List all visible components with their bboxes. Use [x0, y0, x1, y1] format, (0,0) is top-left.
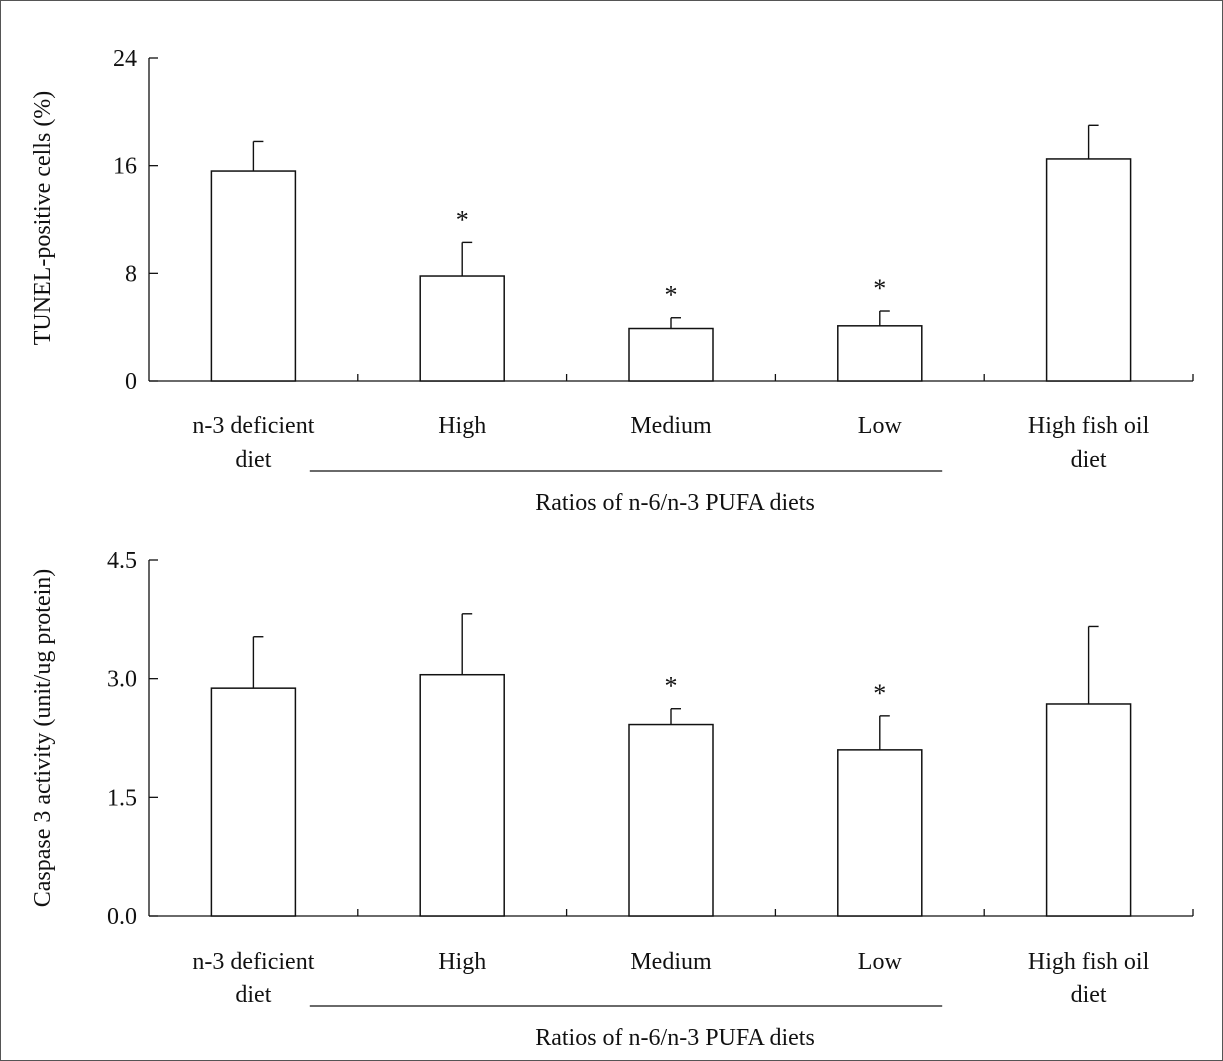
significance-marker: *	[456, 205, 469, 234]
x-category-label: n-3 deficient	[192, 949, 314, 975]
bar	[837, 325, 923, 382]
x-category-label: High fish oil	[1028, 413, 1150, 439]
x-category-label: diet	[1071, 447, 1107, 473]
y-tick-label: 24	[113, 46, 137, 72]
x-category-label: Low	[858, 949, 903, 975]
bar	[419, 275, 505, 382]
bar	[837, 749, 923, 917]
group-label: Ratios of n-6/n-3 PUFA diets	[535, 490, 815, 516]
x-category-label: Medium	[630, 413, 712, 439]
bar	[1045, 158, 1132, 382]
bar	[419, 673, 505, 917]
y-tick-label: 3.0	[107, 667, 137, 693]
tunel-chart: 0 8 16 24 TUNEL-positive cells (%) n-3 defici…	[30, 46, 1194, 516]
x-category-label: High	[438, 413, 486, 439]
bar	[210, 170, 297, 382]
significance-marker: *	[665, 281, 678, 310]
x-category-label: diet	[235, 982, 271, 1008]
bar	[1045, 703, 1132, 917]
y-tick-label: 8	[125, 261, 137, 287]
bar	[210, 687, 297, 917]
bar	[628, 723, 714, 917]
y-axis-title: TUNEL-positive cells (%)	[30, 91, 56, 346]
y-axis-title: Caspase 3 activity (unit/ug protein)	[30, 569, 56, 908]
y-tick-label: 4.5	[107, 548, 137, 574]
y-tick-label: 0	[125, 369, 137, 395]
x-category-label: Low	[858, 413, 903, 439]
x-category-label: High fish oil	[1028, 949, 1150, 975]
significance-marker: *	[873, 679, 886, 708]
significance-marker: *	[873, 274, 886, 303]
caspase3-chart: 0.0 1.5 3.0 4.5 Caspase 3 activity (unit/ug …	[30, 548, 1194, 1051]
x-category-label: diet	[1071, 982, 1107, 1008]
y-tick-label: 0.0	[107, 904, 137, 930]
x-category-label: diet	[235, 447, 271, 473]
group-label: Ratios of n-6/n-3 PUFA diets	[535, 1025, 815, 1051]
x-category-label: n-3 deficient	[192, 413, 314, 439]
y-tick-label: 1.5	[107, 785, 137, 811]
x-category-label: High	[438, 949, 486, 975]
x-category-label: Medium	[630, 949, 712, 975]
significance-marker: *	[665, 672, 678, 701]
y-tick-label: 16	[113, 154, 137, 180]
bar	[628, 327, 714, 382]
